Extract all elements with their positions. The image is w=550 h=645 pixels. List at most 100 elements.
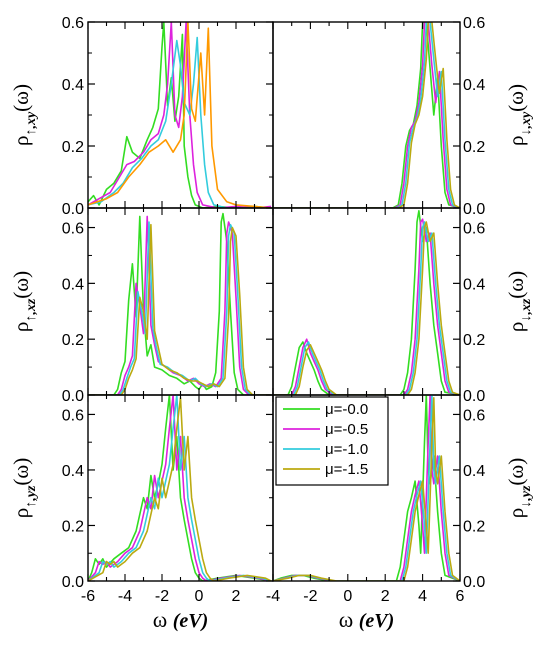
x-axis-label: ω (eV)	[153, 607, 209, 632]
series-line-mu-m1_5	[273, 22, 460, 208]
series-group	[88, 212, 272, 395]
y-label-tail: (ω)	[9, 271, 33, 299]
series-group	[88, 395, 272, 581]
panel-down-xy: 0.0 0.2 0.4 0.6	[272, 15, 485, 218]
y-tick-label: 0.6	[463, 407, 485, 424]
y-tick-label: 0.2	[463, 332, 485, 349]
y-label-tail: (ω)	[504, 84, 528, 112]
y-axis-label: ρ↑,yz(ω)	[9, 458, 39, 518]
y-label-tail: (ω)	[9, 458, 33, 486]
series-line-mu-0	[273, 22, 460, 208]
legend-entry: μ=-0.0	[283, 401, 368, 418]
series-line-mu-m1	[273, 22, 460, 208]
y-label-tail: (ω)	[9, 84, 33, 112]
x-label-main: ω	[153, 607, 173, 632]
x-axis-label: ω (eV)	[339, 607, 395, 632]
y-tick-label: 0.2	[62, 139, 84, 156]
x-tick-label: 2	[232, 588, 241, 605]
series-line-mu-0	[273, 210, 460, 395]
y-label-main: ρ	[9, 322, 33, 332]
panel-up-xz: 0.0 0.2 0.4 0.6	[62, 207, 274, 405]
y-label-tail: (ω)	[504, 458, 528, 486]
series-line-mu-0	[88, 212, 272, 395]
y-axis-label: ρ↓,xy(ω)	[504, 84, 534, 146]
y-tick-label: 0.0	[463, 388, 485, 405]
x-tick-label: -6	[81, 588, 95, 605]
series-group	[273, 210, 460, 395]
series-line-mu-m1_5	[273, 397, 460, 581]
y-tick-label: 0.2	[62, 332, 84, 349]
x-tick-label: -4	[118, 588, 132, 605]
x-tick-label: -2	[155, 588, 169, 605]
y-tick-label: 0.6	[62, 407, 84, 424]
panel-down-yz: 0.0 0.2 0.4 0.6	[272, 394, 485, 591]
y-tick-label: 0.2	[62, 518, 84, 535]
series-line-mu-m0_5	[273, 218, 460, 395]
series-line-mu-m1	[273, 221, 460, 395]
y-tick-label: 0.2	[463, 139, 485, 156]
series-line-mu-m1_5	[273, 221, 460, 395]
y-label-sub: ↑,xy	[24, 111, 39, 136]
legend-label: μ=-0.0	[325, 401, 368, 418]
x-tick-label: 0	[195, 588, 204, 605]
series-line-mu-m0_5	[273, 22, 460, 208]
y-tick-label: 0.4	[463, 77, 485, 94]
x-tick-label: -4	[266, 588, 280, 605]
y-tick-label: 0.6	[62, 221, 84, 238]
panel-up-yz: 0.0 0.2 0.4 0.6	[62, 394, 274, 591]
y-tick-label: 0.0	[463, 201, 485, 218]
y-tick-label: 0.6	[463, 221, 485, 238]
legend-label: μ=-1.5	[325, 461, 368, 478]
x-tick-label: 4	[418, 588, 427, 605]
y-tick-label: 0.0	[62, 574, 84, 591]
y-axis-label: ρ↓,yz(ω)	[504, 458, 534, 518]
x-label-unit: (eV)	[359, 610, 395, 632]
series-group	[88, 22, 272, 208]
x-tick-label: 0	[343, 588, 352, 605]
legend: μ=-0.0 μ=-0.5 μ=-1.0 μ=-1.5	[275, 396, 389, 486]
x-label-main: ω	[339, 607, 359, 632]
y-label-main: ρ	[504, 322, 528, 332]
y-label-sub: ↓,xz	[519, 298, 534, 322]
y-tick-label: 0.4	[463, 276, 485, 293]
y-axis-label: ρ↑,xz(ω)	[9, 271, 39, 332]
y-axis-label: ρ↑,xy(ω)	[9, 84, 39, 146]
series-line-mu-m1_5	[88, 397, 272, 581]
y-label-main: ρ	[504, 136, 528, 146]
y-label-sub: ↓,yz	[519, 485, 534, 508]
series-line-mu-m1	[88, 395, 272, 581]
y-tick-label: 0.6	[62, 15, 84, 32]
y-label-main: ρ	[9, 508, 33, 518]
y-label-tail: (ω)	[504, 271, 528, 299]
x-tick-label: 6	[456, 588, 465, 605]
y-tick-label: 0.4	[62, 463, 84, 480]
panel-frame	[87, 207, 274, 396]
panel-up-xy: 0.0 0.2 0.4 0.6	[62, 15, 274, 218]
legend-entry: μ=-1.5	[283, 461, 368, 478]
y-label-sub: ↑,yz	[24, 485, 39, 508]
y-tick-label: 0.4	[62, 77, 84, 94]
x-tick-label: -2	[303, 588, 317, 605]
panels: 0.00.20.40.60.00.20.40.60.00.20.40.60.00…	[62, 15, 486, 591]
x-label-unit: (eV)	[173, 610, 209, 632]
y-label-main: ρ	[9, 136, 33, 146]
y-label-sub: ↑,xz	[24, 298, 39, 322]
series-line-mu-m0_5	[88, 395, 272, 581]
y-tick-label: 0.4	[62, 276, 84, 293]
y-label-main: ρ	[504, 508, 528, 518]
y-label-sub: ↓,xy	[519, 111, 534, 136]
series-line-mu-m1_5	[88, 22, 272, 208]
y-tick-label: 0.0	[62, 201, 84, 218]
legend-label: μ=-0.5	[325, 421, 368, 438]
panel-down-xz: 0.0 0.2 0.4 0.6	[272, 207, 485, 405]
y-tick-label: 0.2	[463, 518, 485, 535]
y-tick-label: 0.0	[463, 574, 485, 591]
x-tick-label: 2	[381, 588, 390, 605]
y-axis-label: ρ↓,xz(ω)	[504, 271, 534, 332]
panel-frame	[272, 21, 461, 209]
legend-label: μ=-1.0	[325, 441, 368, 458]
axis-labels: ρ↑,xy(ω)ρ↓,xy(ω)ρ↑,xz(ω)ρ↓,xz(ω)ρ↑,yz(ω)…	[9, 84, 534, 632]
legend-frame	[275, 396, 389, 486]
legend-entry: μ=-0.5	[283, 421, 368, 438]
